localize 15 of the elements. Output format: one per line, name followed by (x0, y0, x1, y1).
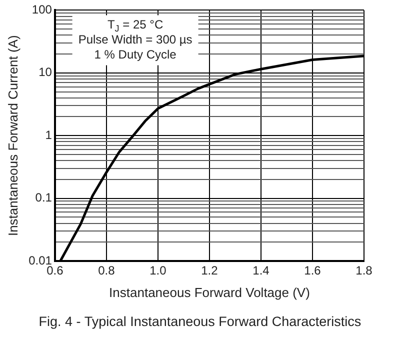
y-axis-title: Instantaneous Forward Current (A) (5, 35, 20, 236)
x-tick-label: 0.8 (98, 264, 116, 278)
y-tick-label: 100 (32, 2, 52, 17)
x-tick-label: 1.8 (356, 264, 373, 278)
y-tick-label: 10 (38, 65, 52, 80)
x-tick-label: 1.4 (252, 264, 270, 278)
x-tick-label: 1.0 (150, 264, 167, 278)
caption: Fig. 4 - Typical Instantaneous Forward Characteristics (38, 314, 362, 329)
y-tick-label: 1 (45, 128, 52, 142)
x-tick-label: 1.2 (201, 264, 218, 278)
y-tick-label: 0.1 (35, 190, 52, 205)
annotation: 1 % Duty Cycle (94, 48, 177, 62)
annotation: Pulse Width = 300 µs (78, 32, 192, 47)
x-tick-label: 1.6 (304, 264, 322, 278)
x-axis-title: Instantaneous Forward Voltage (V) (109, 284, 310, 300)
